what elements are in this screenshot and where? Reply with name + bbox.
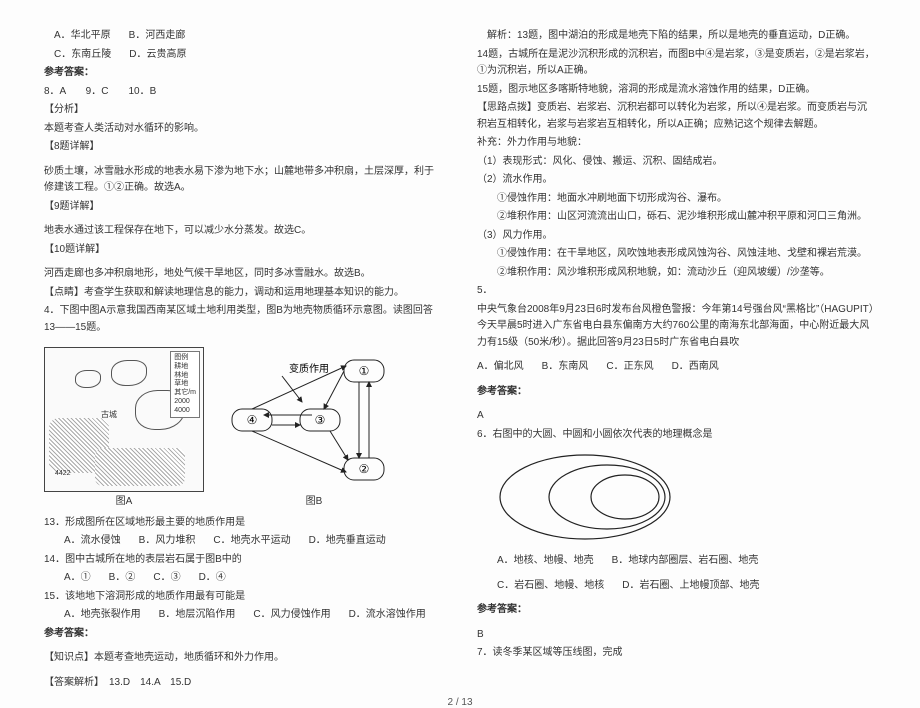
silu: 【思路点拨】变质岩、岩浆岩、沉积岩都可以转化为岩浆，所以④是岩浆。而变质岩与沉积…: [477, 100, 876, 133]
q14-opts: A．①B．② C．③D．④: [44, 570, 443, 587]
q-opts-top: A．华北平原 B．河西走廊: [44, 28, 443, 45]
buchong-2: （2）流水作用。: [477, 172, 876, 189]
q10-body: 河西走廊也多冲积扇地形，地处气候干旱地区，同时多冰雪融水。故选B。: [44, 266, 443, 283]
cycle-caption: 图B: [224, 494, 404, 511]
answer-heading-q5: 参考答案：: [477, 384, 876, 401]
buchong-4: ②堆积作用：山区河流流出山口，砾石、泥沙堆积形成山麓冲积平原和河口三角洲。: [477, 209, 876, 226]
q5-opts: A．偏北风 B．东南风 C．正东风 D．西南风: [477, 359, 876, 376]
svg-text:③: ③: [315, 413, 326, 427]
q6-text: 6．右图中的大圆、中圆和小圆依次代表的地理概念是: [477, 427, 876, 444]
dianjing: 【点睛】考查学生获取和解读地理信息的能力，调动和运用地理基本知识的能力。: [44, 285, 443, 302]
q4-intro: 4．下图中图A示意我国西南某区域土地利用类型，图B为地壳物质循环示意图。读图回答…: [44, 303, 443, 336]
buchong-3: ①侵蚀作用：地面水冲刷地面下切形成沟谷、瀑布。: [477, 191, 876, 208]
answer-q5: A: [477, 408, 876, 425]
jiexi-14: 14题，古城所在是泥沙沉积形成的沉积岩，而图B中④是岩浆，③是变质岩，②是岩浆岩…: [477, 47, 876, 80]
svg-text:④: ④: [247, 413, 258, 427]
jiexi-15: 15题，图示地区多喀斯特地貌，溶洞的形成是流水溶蚀作用的结果，D正确。: [477, 82, 876, 99]
q8-body: 砂质土壤，冰雪融水形成的地表水易下渗为地下水；山麓地带多冲积扇，土层深厚，利于修…: [44, 164, 443, 197]
q-opts-top2: C．东南丘陵 D．云贵高原: [44, 47, 443, 64]
q13-opts: A．流水侵蚀B．风力堆积 C．地壳水平运动D．地壳垂直运动: [44, 533, 443, 550]
svg-text:①: ①: [359, 364, 370, 378]
cycle-figure: ① ② ③ ④: [224, 342, 404, 492]
fenxi-body: 本题考查人类活动对水循环的影响。: [44, 121, 443, 138]
q14-text: 14．图中古城所在地的表层岩石属于图B中的: [44, 552, 443, 569]
buchong: 补充：外力作用与地貌：: [477, 135, 876, 152]
q6-opts-cd: C．岩石圈、地幔、地核 D．岩石圈、上地幔顶部、地壳: [477, 578, 876, 595]
jiexi-13: 解析：13题，图中湖泊的形成是地壳下陷的结果，所以是地壳的垂直运动，D正确。: [477, 28, 876, 45]
diagram-row: 古城 4422 图例 耕地 林地 草地 其它/m 2000 4000 图A: [44, 342, 443, 511]
q9-heading: 【9题详解】: [44, 199, 443, 216]
q9-body: 地表水通过该工程保存在地下，可以减少水分蒸发。故选C。: [44, 223, 443, 240]
answer-heading-q6: 参考答案：: [477, 602, 876, 619]
map-wrapper: 古城 4422 图例 耕地 林地 草地 其它/m 2000 4000 图A: [44, 347, 204, 511]
zhishidian: 【知识点】本题考查地壳运动，地质循环和外力作用。: [44, 650, 443, 667]
buchong-1: （1）表现形式：风化、侵蚀、搬运、沉积、固结成岩。: [477, 154, 876, 171]
answer-heading-1: 参考答案：: [44, 65, 443, 82]
map-caption: 图A: [44, 494, 204, 511]
cycle-wrapper: ① ② ③ ④: [224, 342, 404, 511]
q5-body: 中央气象台2008年9月23日6时发布台风橙色警报：今年第14号强台风“黑格比”…: [477, 302, 876, 352]
buchong-5: （3）风力作用。: [477, 228, 876, 245]
ellipse-figure: [495, 451, 876, 543]
q15-text: 15．该地地下溶洞形成的地质作用最有可能是: [44, 589, 443, 606]
map-figure: 古城 4422 图例 耕地 林地 草地 其它/m 2000 4000: [44, 347, 204, 492]
page-number: 2 / 13: [44, 697, 876, 708]
map-legend: 图例 耕地 林地 草地 其它/m 2000 4000: [170, 351, 200, 418]
q5-no: 5．: [477, 283, 876, 300]
q15-opts: A．地壳张裂作用B．地层沉陷作用 C．风力侵蚀作用D．流水溶蚀作用: [44, 607, 443, 624]
buchong-7: ②堆积作用：风沙堆积形成风积地貌，如：流动沙丘（迎风坡缓）/沙垄等。: [477, 265, 876, 282]
answer-q6: B: [477, 627, 876, 644]
answer-heading-2: 参考答案：: [44, 626, 443, 643]
fenxi-heading: 【分析】: [44, 102, 443, 119]
answer-line-1: 8．A 9．C 10．B: [44, 84, 443, 101]
q6-opts-ab: A．地核、地幔、地壳 B．地球内部圈层、岩石圈、地壳: [477, 553, 876, 570]
cycle-arrow-label: 变质作用: [289, 362, 329, 375]
q10-heading: 【10题详解】: [44, 242, 443, 259]
q13-text: 13．形成图所在区域地形最主要的地质作用是: [44, 515, 443, 532]
buchong-6: ①侵蚀作用：在干旱地区，风吹蚀地表形成风蚀沟谷、风蚀洼地、戈壁和裸岩荒漠。: [477, 246, 876, 263]
jiexi-head: 【答案解析】 13.D 14.A 15.D: [44, 675, 443, 692]
q8-heading: 【8题详解】: [44, 139, 443, 156]
svg-text:②: ②: [359, 462, 370, 476]
q7-text: 7．读冬季某区域等压线图，完成: [477, 645, 876, 662]
